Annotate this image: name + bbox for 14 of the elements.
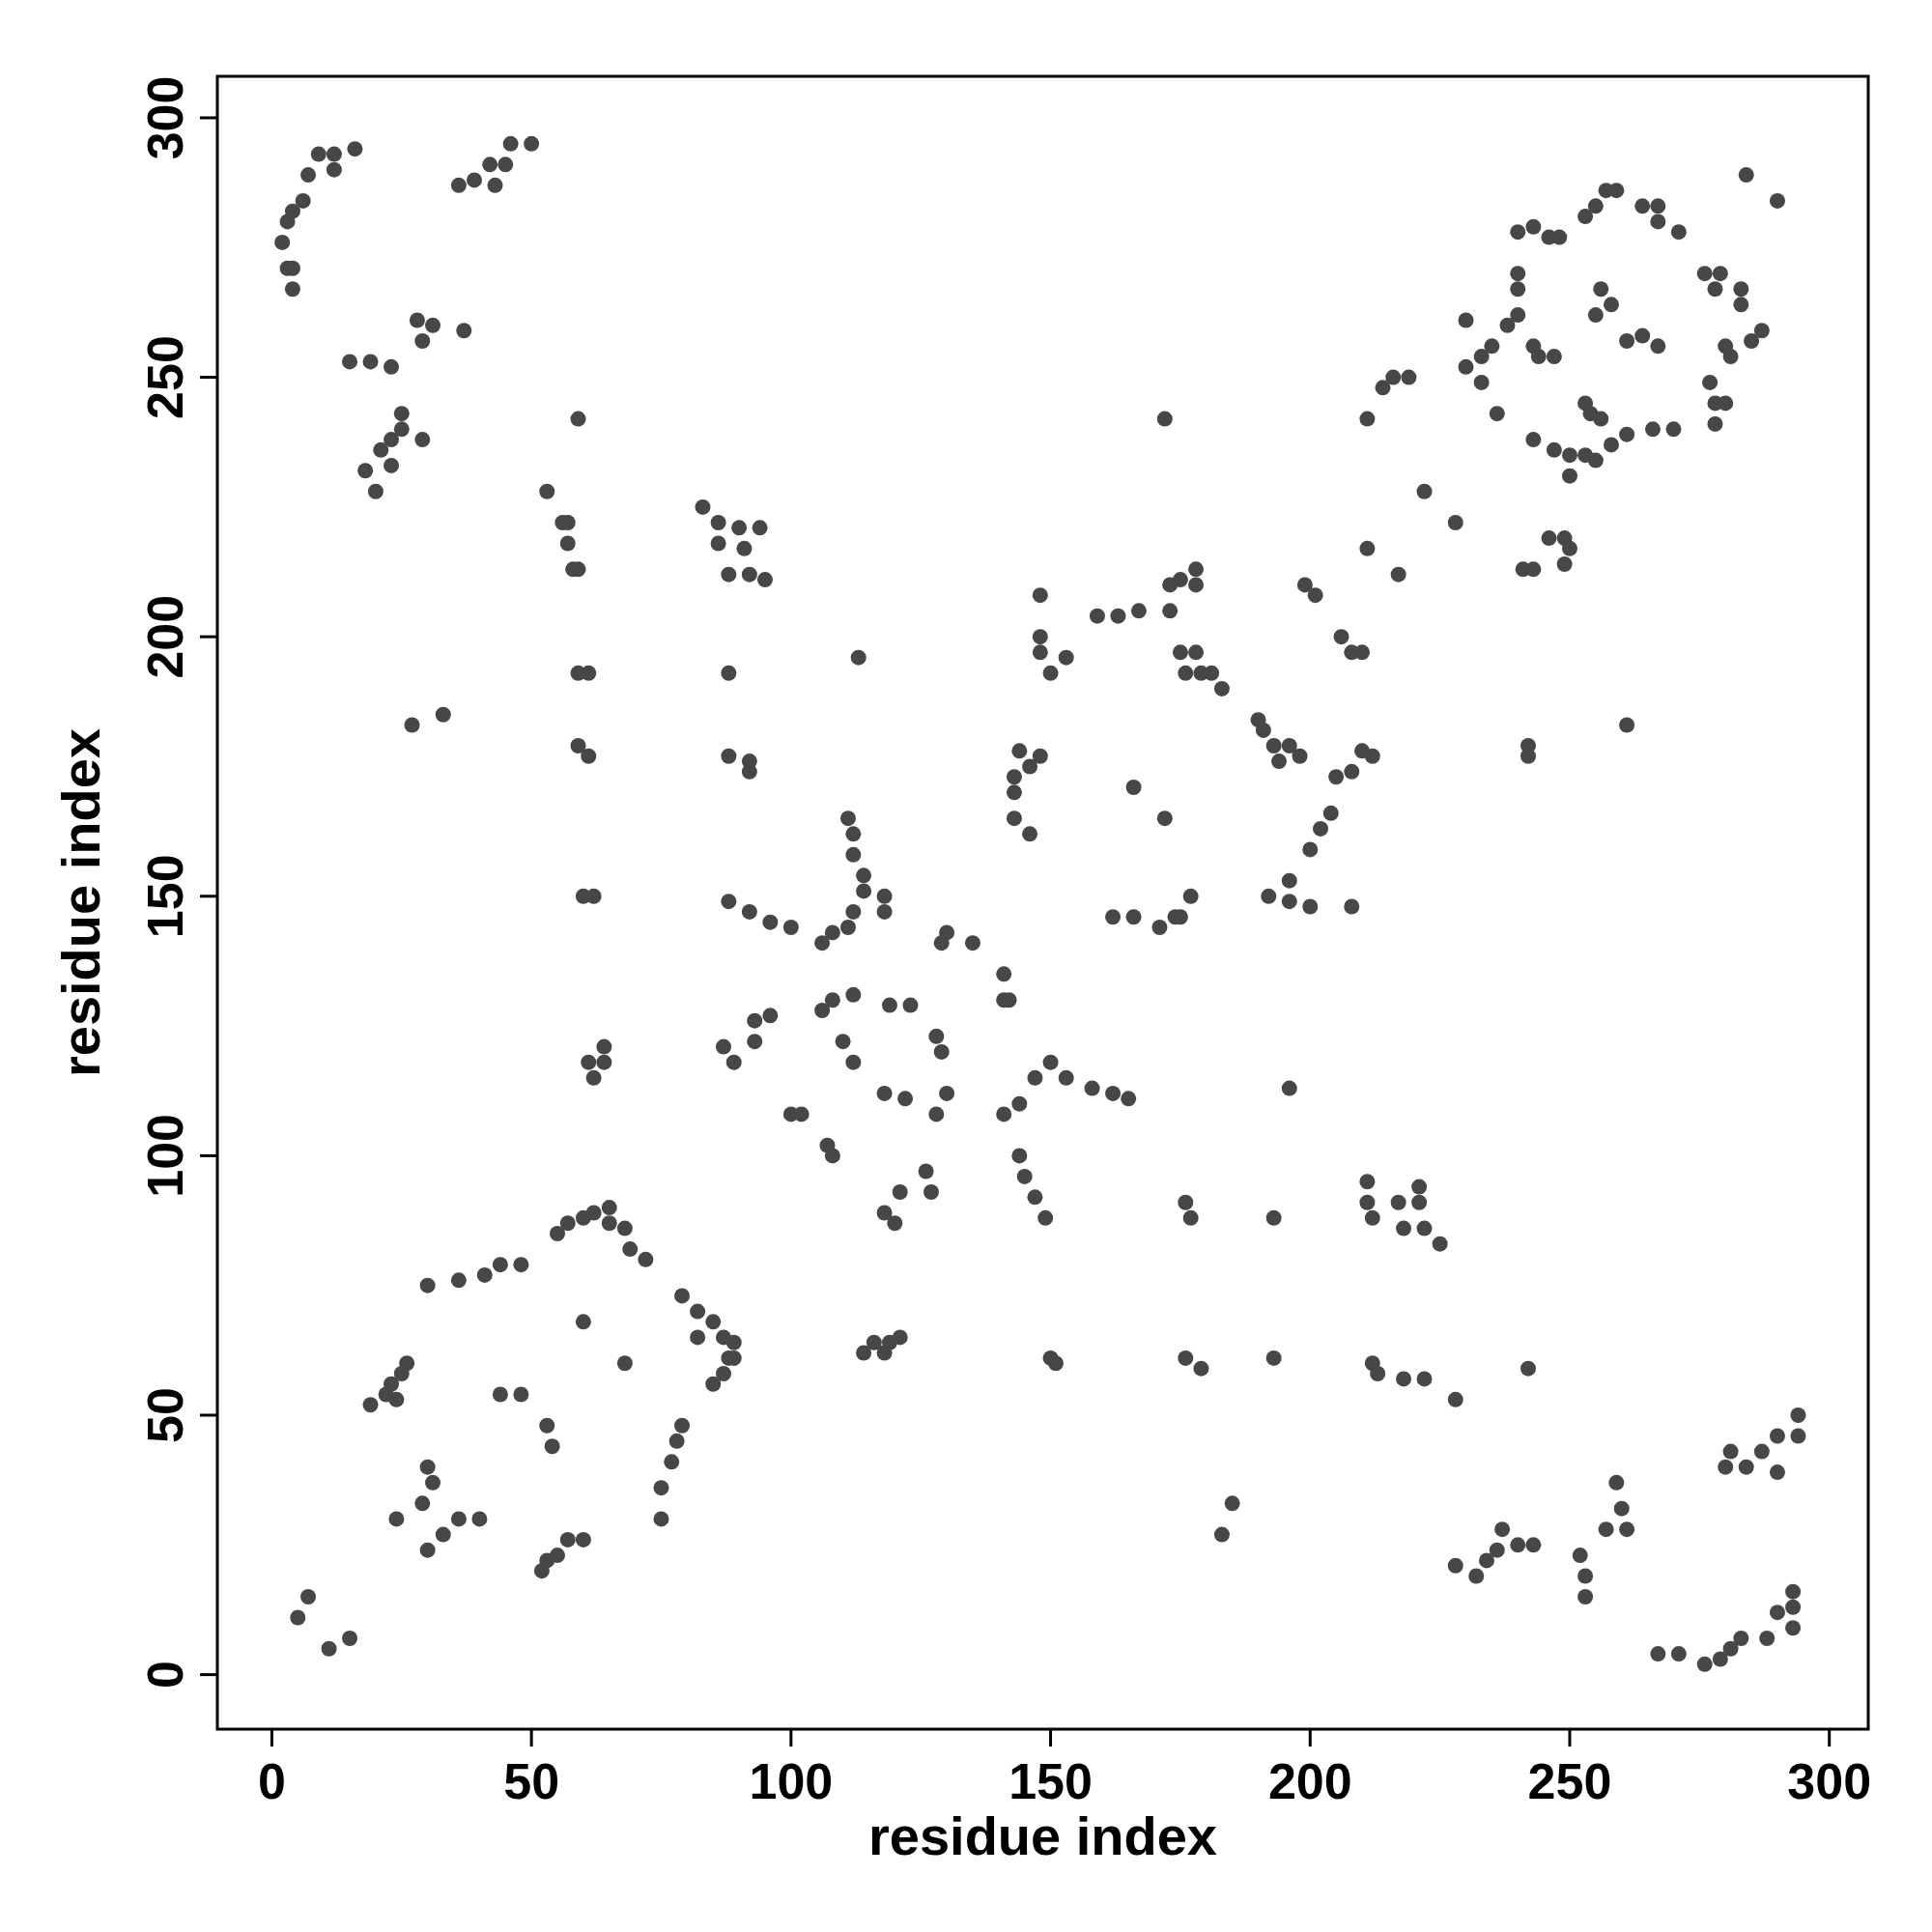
x-tick-label: 100 xyxy=(749,1753,834,1809)
y-tick-label: 200 xyxy=(137,594,193,679)
y-tick-label: 300 xyxy=(137,75,193,160)
y-tick-label: 100 xyxy=(137,1114,193,1198)
y-tick-label: 150 xyxy=(137,854,193,939)
y-axis-title: residue index xyxy=(50,727,111,1078)
x-tick-label: 300 xyxy=(1787,1753,1872,1809)
y-tick-label: 0 xyxy=(137,1661,193,1690)
y-tick-label: 50 xyxy=(137,1387,193,1443)
y-tick-label: 250 xyxy=(137,335,193,419)
x-tick-label: 250 xyxy=(1527,1753,1612,1809)
x-tick-label: 50 xyxy=(503,1753,560,1809)
x-tick-label: 200 xyxy=(1267,1753,1352,1809)
x-tick-label: 0 xyxy=(257,1753,286,1809)
